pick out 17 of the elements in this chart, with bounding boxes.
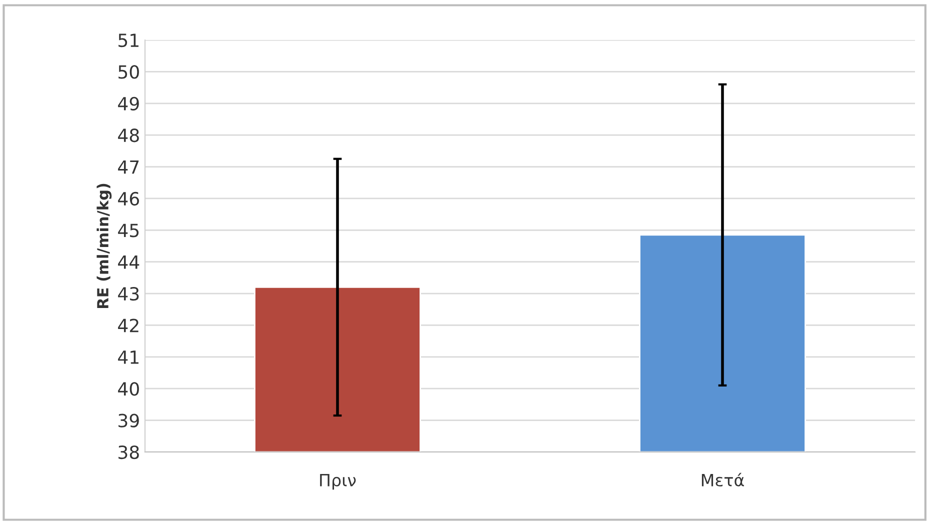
y-tick-label: 40 [118,382,139,396]
x-tick-label: Πριν [320,474,356,490]
y-tick-label: 39 [118,414,139,428]
y-axis-title: RE (ml/min/kg) [96,184,112,308]
y-tick-label: 45 [118,224,139,238]
y-tick-label: 44 [118,256,140,269]
y-tick-label: 42 [118,318,138,332]
y-tick-label: 50 [118,65,139,79]
y-tick-label: 41 [118,350,138,364]
y-tick-label: 43 [118,287,139,301]
y-tick-label: 47 [118,160,139,174]
y-tick-label: 38 [118,445,139,460]
y-tick-label: 48 [118,128,139,142]
y-tick-label: 46 [118,192,139,206]
y-tick-label: 49 [118,96,139,110]
y-tick-label: 51 [118,34,138,48]
x-tick-label: Μετά [702,472,744,486]
